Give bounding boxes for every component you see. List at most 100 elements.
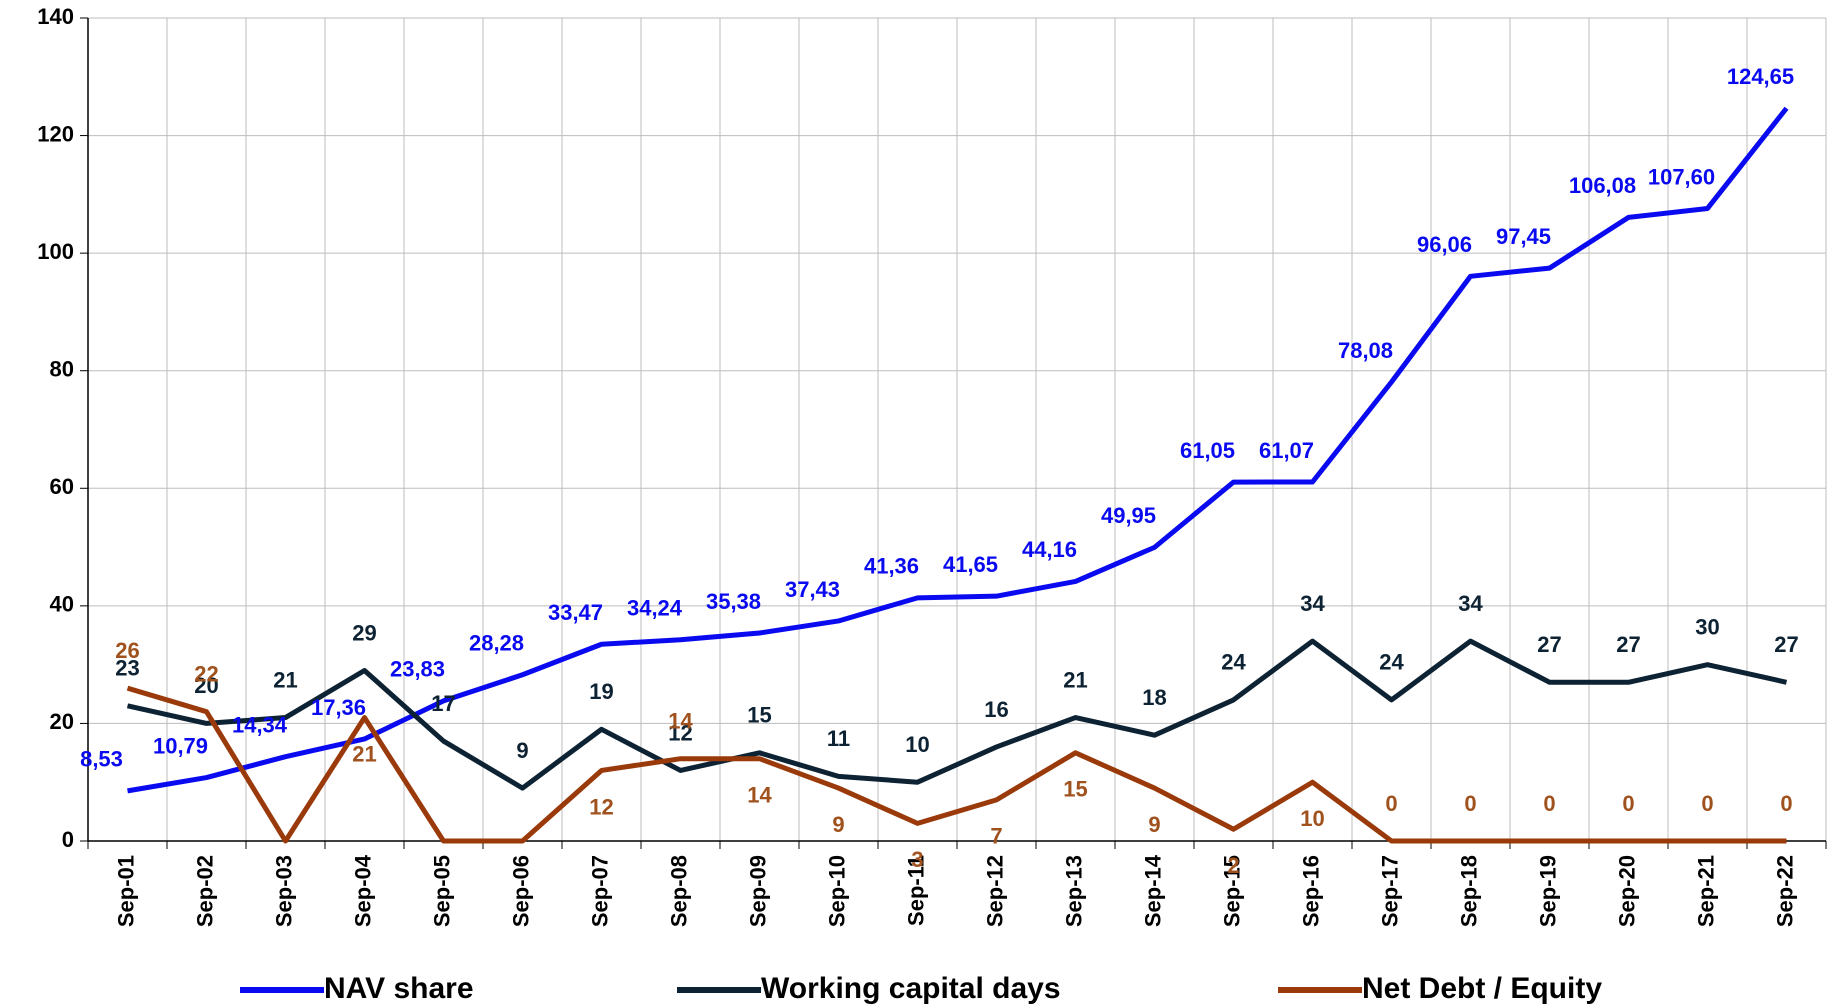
data-label: 15: [1063, 777, 1087, 802]
data-label: 10,79: [153, 733, 208, 758]
data-label: 8,53: [80, 747, 123, 772]
data-label: 35,38: [706, 589, 761, 614]
data-label: 96,06: [1417, 232, 1472, 257]
data-label: 18: [1142, 685, 1166, 710]
data-label: 29: [352, 620, 376, 645]
y-tick-label: 60: [50, 474, 74, 499]
data-label: 106,08: [1569, 173, 1636, 198]
data-label: 20: [194, 673, 218, 698]
data-label: 34: [1458, 591, 1483, 616]
data-label: 14,34: [232, 713, 288, 738]
legend-label: Net Debt / Equity: [1362, 972, 1602, 1005]
x-tick-label: Sep-17: [1377, 855, 1402, 927]
data-label: 16: [984, 697, 1008, 722]
x-tick-label: Sep-08: [666, 855, 691, 927]
data-label: 2: [1227, 853, 1239, 878]
data-label: 61,07: [1259, 438, 1314, 463]
x-tick-label: Sep-05: [429, 855, 454, 927]
data-label: 10: [905, 732, 929, 757]
data-label: 12: [668, 720, 692, 745]
data-label: 33,47: [548, 600, 603, 625]
x-tick-label: Sep-13: [1061, 855, 1086, 927]
data-label: 21: [352, 741, 376, 766]
y-tick-label: 100: [37, 239, 74, 264]
x-tick-label: Sep-06: [508, 855, 533, 927]
x-tick-label: Sep-15: [1219, 855, 1244, 927]
x-tick-label: Sep-02: [192, 855, 217, 927]
data-label: 11: [827, 726, 850, 751]
data-label: 12: [589, 794, 613, 819]
x-tick-label: Sep-09: [745, 855, 770, 927]
data-label: 41,36: [864, 554, 919, 579]
data-label: 124,65: [1727, 64, 1794, 89]
x-tick-label: Sep-20: [1614, 855, 1639, 927]
data-label: 21: [273, 667, 297, 692]
y-tick-label: 40: [50, 592, 74, 617]
series-line: [127, 106, 1789, 794]
data-label: 34,24: [627, 596, 683, 621]
series-line: [126, 685, 1787, 844]
data-label: 26: [115, 638, 139, 663]
data-label: 0: [1780, 791, 1792, 816]
x-tick-label: Sep-14: [1140, 854, 1165, 927]
x-tick-label: Sep-21: [1693, 855, 1718, 927]
data-label: 27: [1774, 632, 1798, 657]
data-label: 61,05: [1180, 438, 1235, 463]
data-label: 7: [990, 824, 1002, 849]
y-tick-label: 20: [50, 709, 74, 734]
data-label: 17,36: [311, 695, 366, 720]
x-tick-label: Sep-10: [824, 855, 849, 927]
x-tick-label: Sep-01: [113, 855, 138, 927]
data-label: 97,45: [1496, 224, 1551, 249]
data-label: 15: [747, 703, 771, 728]
data-label: 24: [1379, 650, 1404, 675]
data-label: 107,60: [1648, 164, 1715, 189]
data-label: 10: [1300, 806, 1324, 831]
data-label: 0: [1622, 791, 1634, 816]
y-tick-label: 140: [37, 4, 74, 29]
y-tick-label: 0: [62, 827, 74, 852]
data-label: 44,16: [1022, 537, 1077, 562]
data-label: 49,95: [1101, 503, 1156, 528]
data-label: 34: [1300, 591, 1325, 616]
data-label: 21: [1063, 667, 1087, 692]
data-label: 14: [747, 783, 772, 808]
data-label: 78,08: [1338, 338, 1393, 363]
data-label: 23,83: [390, 657, 445, 682]
legend-label: NAV share: [324, 972, 474, 1005]
data-label: 30: [1695, 614, 1719, 639]
data-label: 9: [832, 812, 844, 837]
x-tick-label: Sep-19: [1535, 855, 1560, 927]
data-label: 41,65: [943, 552, 998, 577]
data-label: 23: [115, 656, 139, 681]
x-tick-label: Sep-07: [587, 855, 612, 927]
legend-label: Working capital days: [761, 972, 1061, 1005]
data-label: 9: [1148, 812, 1160, 837]
data-label: 27: [1616, 632, 1640, 657]
data-label: 28,28: [469, 631, 524, 656]
data-label: 0: [1385, 791, 1397, 816]
y-tick-label: 120: [37, 121, 74, 146]
x-tick-label: Sep-11: [903, 855, 928, 926]
x-tick-label: Sep-03: [271, 855, 296, 927]
data-label: 9: [516, 738, 528, 763]
data-label: 14: [668, 709, 693, 734]
data-label: 0: [1464, 791, 1476, 816]
data-label: 17: [431, 691, 455, 716]
data-label: 22: [194, 661, 218, 686]
series-line: [126, 638, 1788, 791]
x-tick-label: Sep-12: [982, 855, 1007, 927]
data-label: 0: [1543, 791, 1555, 816]
x-tick-label: Sep-18: [1456, 855, 1481, 927]
x-tick-label: Sep-04: [350, 854, 375, 927]
data-label: 37,43: [785, 577, 840, 602]
data-label: 3: [911, 847, 923, 872]
data-label: 0: [1701, 791, 1713, 816]
data-label: 24: [1221, 650, 1246, 675]
x-tick-label: Sep-16: [1298, 855, 1323, 927]
data-label: 19: [589, 679, 613, 704]
x-tick-label: Sep-22: [1772, 855, 1797, 927]
y-tick-label: 80: [50, 357, 74, 382]
data-label: 27: [1537, 632, 1561, 657]
